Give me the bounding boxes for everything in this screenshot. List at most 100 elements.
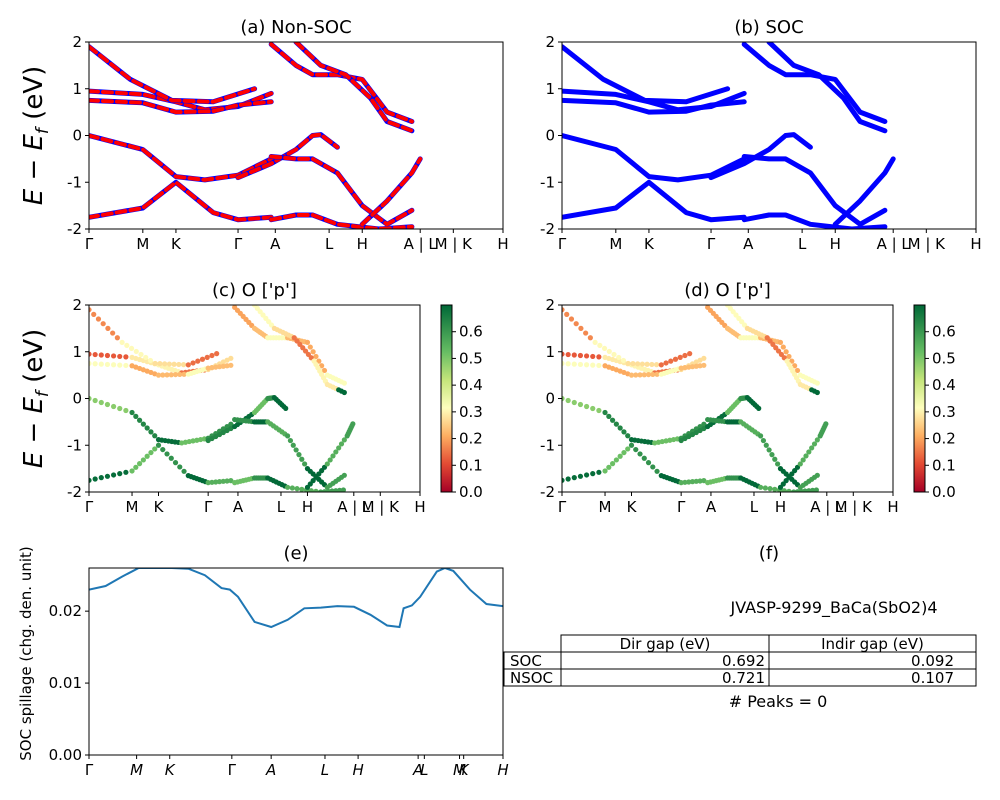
- x-tick-label: L: [325, 235, 334, 253]
- band-point: [98, 352, 104, 358]
- y-tick-label: -2: [67, 220, 82, 238]
- band-point: [590, 353, 596, 360]
- band-point: [806, 449, 812, 455]
- band-point: [654, 468, 660, 474]
- band-point: [814, 389, 820, 396]
- band-point: [697, 478, 703, 484]
- y-tick-label: 0.02: [49, 602, 82, 620]
- soc-band-9: [741, 42, 888, 124]
- y-tick-label: 0: [545, 127, 555, 145]
- band-point: [327, 457, 333, 463]
- y-tick-label: -2: [540, 220, 555, 238]
- y-tick-label: 0: [545, 390, 555, 408]
- band-point: [577, 473, 584, 479]
- band-point: [89, 307, 92, 313]
- band-point: [224, 363, 230, 369]
- band-point: [682, 365, 688, 371]
- band-point: [95, 316, 102, 322]
- soc-band-2: [562, 44, 731, 105]
- energy-ylabel: E − Ef (eV): [19, 329, 53, 469]
- colorbar: [913, 304, 926, 493]
- x-tick-label: H: [414, 498, 425, 516]
- band-point: [216, 364, 223, 370]
- band-point: [144, 453, 150, 459]
- band-point: [89, 395, 92, 402]
- band-point: [228, 362, 234, 368]
- band-point: [89, 351, 92, 357]
- band-point: [287, 437, 294, 444]
- soc-band-8: [832, 156, 896, 227]
- band-point: [91, 311, 97, 317]
- band-point: [152, 360, 158, 367]
- nsoc-band-10: [294, 42, 414, 133]
- band-point: [625, 433, 631, 439]
- band-point: [304, 339, 311, 345]
- band-point: [181, 468, 187, 474]
- band-point: [133, 413, 139, 419]
- band-point: [185, 362, 191, 368]
- table-row: [503, 668, 977, 687]
- nsoc-band-9: [269, 42, 414, 124]
- band-point: [794, 367, 801, 374]
- band-point: [224, 478, 230, 484]
- band-point: [285, 484, 291, 490]
- band-point: [814, 380, 820, 386]
- band-point: [571, 475, 577, 481]
- band-point: [172, 460, 179, 466]
- band-point: [621, 449, 627, 456]
- band-point: [562, 307, 565, 313]
- band-point: [164, 372, 170, 378]
- x-tick-label: M: [453, 761, 466, 779]
- band-point: [220, 363, 226, 369]
- band-point: [98, 399, 104, 406]
- band-point: [321, 367, 328, 374]
- band-point: [775, 461, 781, 467]
- band-point: [110, 403, 117, 410]
- band-point: [147, 357, 154, 364]
- y-tick-label: -1: [540, 173, 555, 191]
- band-point: [177, 371, 183, 378]
- band-point: [697, 363, 703, 369]
- band-point: [571, 352, 577, 358]
- band-point: [308, 488, 314, 492]
- band-point: [693, 478, 699, 484]
- band-point: [578, 325, 584, 331]
- band-point: [630, 361, 636, 367]
- panel-f-gap-table: (f) JVASP-9299_BaCa(SbO2)4 Dir gap (eV) Ind…: [503, 543, 977, 711]
- band-point: [168, 455, 174, 461]
- band-point: [562, 351, 565, 357]
- band-point: [283, 405, 289, 411]
- band-point: [693, 363, 699, 369]
- x-tick-label: A: [412, 761, 423, 779]
- band-point: [763, 442, 769, 448]
- band-point: [294, 486, 300, 492]
- band-point: [780, 344, 786, 350]
- x-tick-label: H: [302, 498, 313, 516]
- x-tick-label: A | L: [810, 498, 844, 516]
- band-point: [800, 457, 806, 463]
- x-tick-label: Γ: [677, 498, 686, 516]
- band-points: [562, 305, 829, 492]
- band-point: [583, 353, 590, 359]
- y-tick-label: 1: [545, 80, 555, 98]
- band-point: [333, 449, 339, 455]
- band-point: [769, 452, 775, 458]
- band-point: [100, 321, 106, 327]
- band-point: [766, 447, 772, 453]
- band-point: [324, 461, 330, 467]
- soc-band-3: [562, 133, 747, 183]
- band-point: [577, 361, 584, 368]
- band-point: [644, 361, 650, 367]
- bands: [89, 42, 423, 229]
- band-point: [164, 451, 170, 457]
- x-tick-label: K: [171, 235, 182, 253]
- y-tick-label: 1: [545, 343, 555, 361]
- x-tick-label: K: [627, 498, 638, 516]
- band-point: [105, 325, 111, 331]
- band-point: [123, 354, 129, 360]
- band-point: [140, 457, 146, 463]
- x-tick-label: Γ: [707, 235, 716, 253]
- band-point: [762, 485, 768, 491]
- band-point: [772, 486, 778, 492]
- band-point: [760, 437, 767, 444]
